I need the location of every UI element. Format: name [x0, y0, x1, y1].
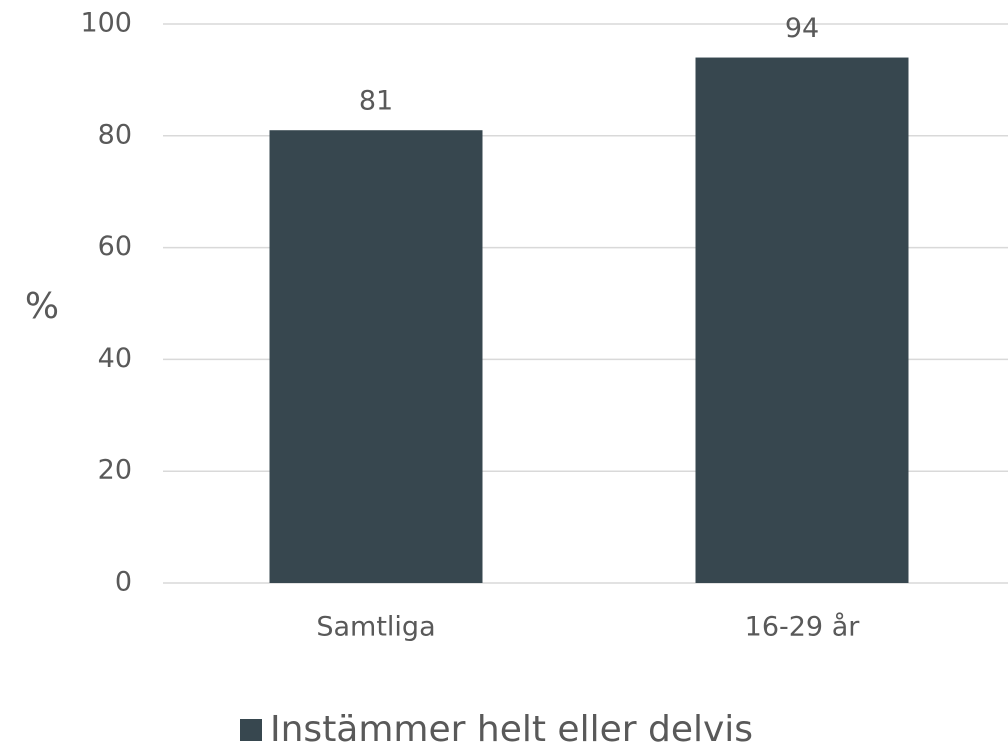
x-tick-label: Samtliga [316, 612, 435, 643]
data-label: 81 [359, 86, 393, 117]
y-axis-label: % [25, 286, 59, 327]
y-tick-label: 80 [98, 119, 132, 150]
y-tick-label: 20 [98, 455, 132, 486]
legend-swatch [240, 719, 262, 741]
x-tick-label: 16-29 år [745, 612, 861, 643]
y-tick-label: 40 [98, 343, 132, 374]
legend-label: Instämmer helt eller delvis [270, 709, 753, 748]
y-tick-label: 60 [98, 231, 132, 262]
bar [695, 57, 909, 584]
y-tick-label: 0 [115, 567, 132, 598]
bar [269, 130, 483, 583]
y-tick-label: 100 [80, 8, 132, 39]
data-label: 94 [785, 13, 819, 44]
